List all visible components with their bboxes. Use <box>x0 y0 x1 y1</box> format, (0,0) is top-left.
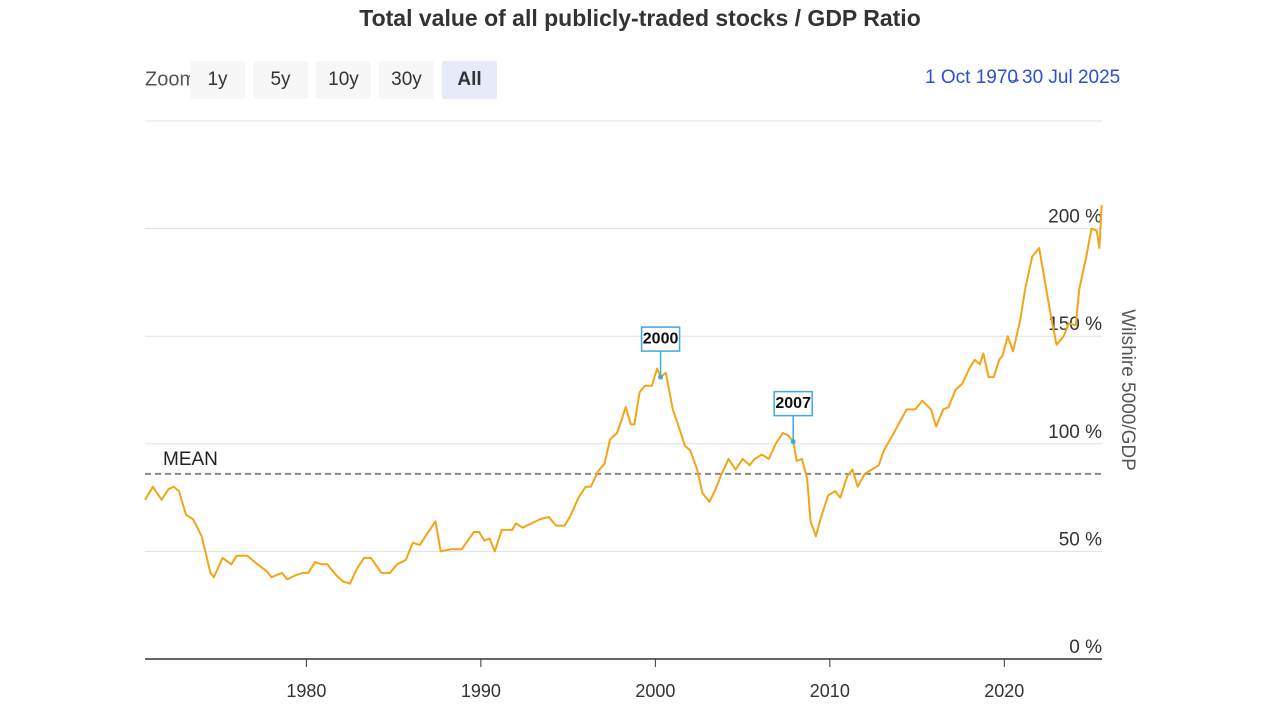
data-line <box>144 204 1103 585</box>
annotation-label: 2000 <box>643 330 679 347</box>
mean-label: MEAN <box>163 449 218 470</box>
y-tick-label: 0 % <box>1069 637 1102 658</box>
zoom-button-label[interactable]: 10y <box>328 69 359 90</box>
zoom-button-label[interactable]: All <box>457 69 481 90</box>
annotation-box <box>640 326 681 352</box>
annotation-label: 2007 <box>775 395 811 412</box>
x-tick-label: 1980 <box>286 681 326 701</box>
zoom-buttons: 1y 5y 10y 30y All <box>190 61 497 99</box>
zoom-button[interactable] <box>442 61 497 99</box>
zoom-button-label[interactable]: 1y <box>207 69 228 90</box>
zoom-button[interactable] <box>316 61 371 99</box>
zoom-button[interactable] <box>379 61 434 99</box>
zoom-button[interactable] <box>253 61 308 99</box>
annotation-point <box>658 374 664 380</box>
x-tick-label: 2010 <box>810 681 850 701</box>
x-tick-label: 2020 <box>984 681 1024 701</box>
range-start[interactable]: 1 Oct 1970 <box>925 67 1018 88</box>
chart-title: Total value of all publicly-traded stock… <box>359 5 921 31</box>
zoom-button[interactable] <box>190 61 245 99</box>
x-tick-label: 2000 <box>635 681 675 701</box>
zoom-label: Zoom <box>145 68 196 90</box>
y-tick-label: 200 % <box>1048 207 1102 228</box>
y-axis-title: Wilshire 5000/GDP <box>1117 309 1138 471</box>
zoom-button-label[interactable]: 5y <box>270 69 291 90</box>
annotation-point <box>790 439 796 445</box>
y-tick-label: 100 % <box>1048 422 1102 443</box>
range-separator: → <box>1006 70 1022 87</box>
range-end[interactable]: 30 Jul 2025 <box>1022 67 1120 88</box>
annotation-box <box>773 390 813 417</box>
zoom-button-label[interactable]: 30y <box>391 69 422 90</box>
y-tick-label: 50 % <box>1059 529 1102 550</box>
x-tick-label: 1990 <box>461 681 501 701</box>
